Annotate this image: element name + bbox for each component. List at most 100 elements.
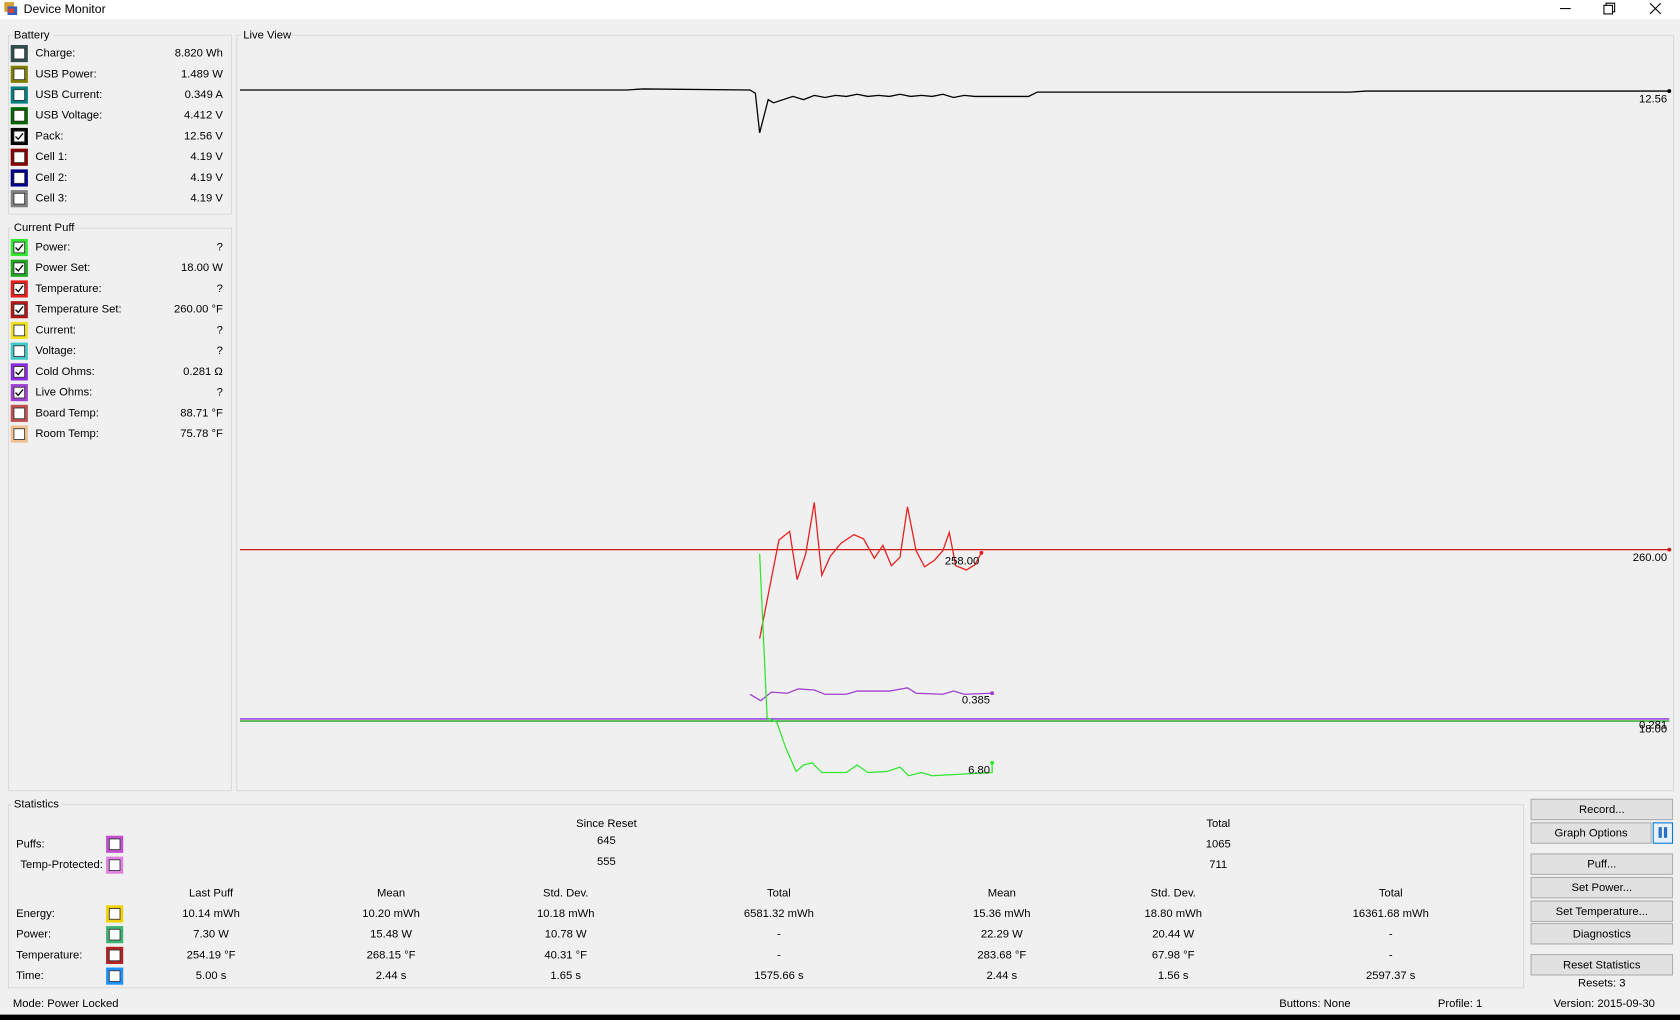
item-value: 18.00 W — [181, 262, 223, 274]
item-value: 4.19 V — [190, 193, 223, 205]
item-label: Cell 2: — [35, 172, 67, 184]
item-label: Charge: — [35, 48, 75, 60]
stat-cell: 18.80 mWh — [1144, 908, 1202, 920]
stat-cell: 15.48 W — [370, 929, 412, 941]
stat-cell: 268.15 °F — [367, 949, 416, 961]
item-value: 75.78 °F — [180, 428, 223, 440]
button[interactable] — [1530, 876, 1674, 899]
row-label: Temperature: — [16, 949, 82, 961]
item-value: 260.00 °F — [174, 304, 223, 316]
button[interactable] — [1530, 853, 1674, 875]
checkbox-box — [108, 970, 121, 982]
item-label: Current: — [35, 324, 76, 336]
button[interactable] — [1530, 900, 1674, 922]
stat-cell: 10.18 mWh — [537, 908, 595, 920]
window-title: Device Monitor — [24, 2, 106, 16]
item-value: 4.19 V — [190, 172, 223, 184]
item-label: Board Temp: — [35, 407, 99, 419]
item-value: 4.19 V — [190, 151, 223, 163]
close-button[interactable] — [1649, 2, 1662, 15]
stat-cell: 16361.68 mWh — [1353, 908, 1429, 920]
item-value: ? — [217, 345, 223, 357]
checkmark — [15, 285, 24, 293]
checkbox-box — [13, 172, 26, 184]
checkbox-box — [13, 386, 26, 399]
count-value: 645 — [597, 835, 616, 847]
stat-cell: - — [777, 949, 781, 961]
stat-cell: 10.14 mWh — [182, 908, 240, 920]
status-mode: Mode: Power Locked — [13, 998, 119, 1010]
column-header: Since Reset — [576, 818, 638, 830]
count-value: 555 — [597, 856, 616, 868]
checkbox-box — [13, 109, 26, 122]
item-label: Cold Ohms: — [35, 366, 94, 378]
item-label: Cell 3: — [35, 193, 67, 205]
stat-cell: 22.29 W — [981, 929, 1023, 941]
taskbar-edge — [0, 1014, 1680, 1020]
pack-trace — [240, 88, 1670, 134]
row-label: Energy: — [16, 908, 55, 920]
stat-cell: 67.98 °F — [1152, 949, 1195, 961]
button-label: Set Temperature... — [1556, 906, 1648, 918]
resets-count: Resets: 3 — [1578, 978, 1626, 990]
item-label: Pack: — [35, 130, 63, 142]
button[interactable] — [1530, 798, 1674, 821]
button[interactable] — [1530, 822, 1652, 844]
stat-cell: 283.68 °F — [977, 949, 1026, 961]
stat-cell: 10.20 mWh — [362, 908, 420, 920]
item-value: ? — [217, 324, 223, 336]
trace-label: 6.80 — [968, 764, 990, 776]
item-value: ? — [217, 387, 223, 399]
button[interactable] — [1530, 954, 1674, 976]
group-title: Current Puff — [14, 222, 75, 234]
pause-icon — [1658, 827, 1662, 838]
item-label: Temperature: — [35, 283, 101, 295]
trace-label: 12.56 — [1639, 94, 1667, 106]
checkbox-box — [13, 366, 26, 378]
stat-cell: 6581.32 mWh — [744, 908, 814, 920]
checkbox-box — [13, 68, 26, 81]
button[interactable] — [1530, 923, 1674, 945]
power-trace — [759, 553, 993, 777]
restore-button[interactable] — [1603, 2, 1616, 15]
live-view-group — [236, 34, 1675, 792]
graph — [240, 88, 1672, 777]
button-label: Diagnostics — [1573, 928, 1632, 940]
item-value: 4.412 V — [184, 110, 223, 122]
pause-button[interactable] — [1652, 822, 1674, 844]
app-icon — [4, 2, 18, 15]
column-header: Total — [1206, 818, 1230, 830]
checkmark — [15, 306, 24, 314]
item-label: Power Set: — [35, 262, 90, 274]
item-value: 0.281 Ω — [183, 366, 223, 378]
stat-cell: 2.44 s — [986, 970, 1017, 982]
stat-cell: 15.36 mWh — [973, 908, 1031, 920]
trace-label: 258.00 — [945, 555, 979, 567]
item-value: 1.489 W — [181, 68, 223, 80]
stat-cell: 2.44 s — [376, 970, 407, 982]
row-label: Power: — [16, 929, 51, 941]
item-value: 0.349 A — [185, 89, 224, 101]
item-value: 88.71 °F — [180, 407, 223, 419]
stat-cell: 40.31 °F — [544, 949, 587, 961]
stat-cell: 254.19 °F — [187, 949, 236, 961]
item-value: ? — [217, 241, 223, 253]
button-label: Set Power... — [1571, 882, 1632, 894]
title-bar — [0, 0, 1680, 20]
count-value: 711 — [1209, 859, 1227, 871]
trace-label: 0.385 — [962, 695, 990, 707]
count-label: Puffs: — [16, 838, 45, 850]
button-label: Graph Options — [1554, 828, 1628, 840]
button-label: Reset Statistics — [1563, 959, 1641, 971]
checkbox-box — [13, 192, 26, 205]
stat-cell: 1575.66 s — [754, 970, 804, 982]
item-label: Temperature Set: — [35, 304, 121, 316]
item-value: 8.820 Wh — [175, 48, 223, 60]
trace-label: 260.00 — [1633, 552, 1667, 564]
checkmark — [15, 132, 24, 141]
stat-cell: 1.56 s — [1158, 970, 1189, 982]
trace-label: 18.00 — [1639, 724, 1667, 736]
checkbox-box — [13, 407, 26, 420]
row-label: Time: — [16, 970, 44, 982]
